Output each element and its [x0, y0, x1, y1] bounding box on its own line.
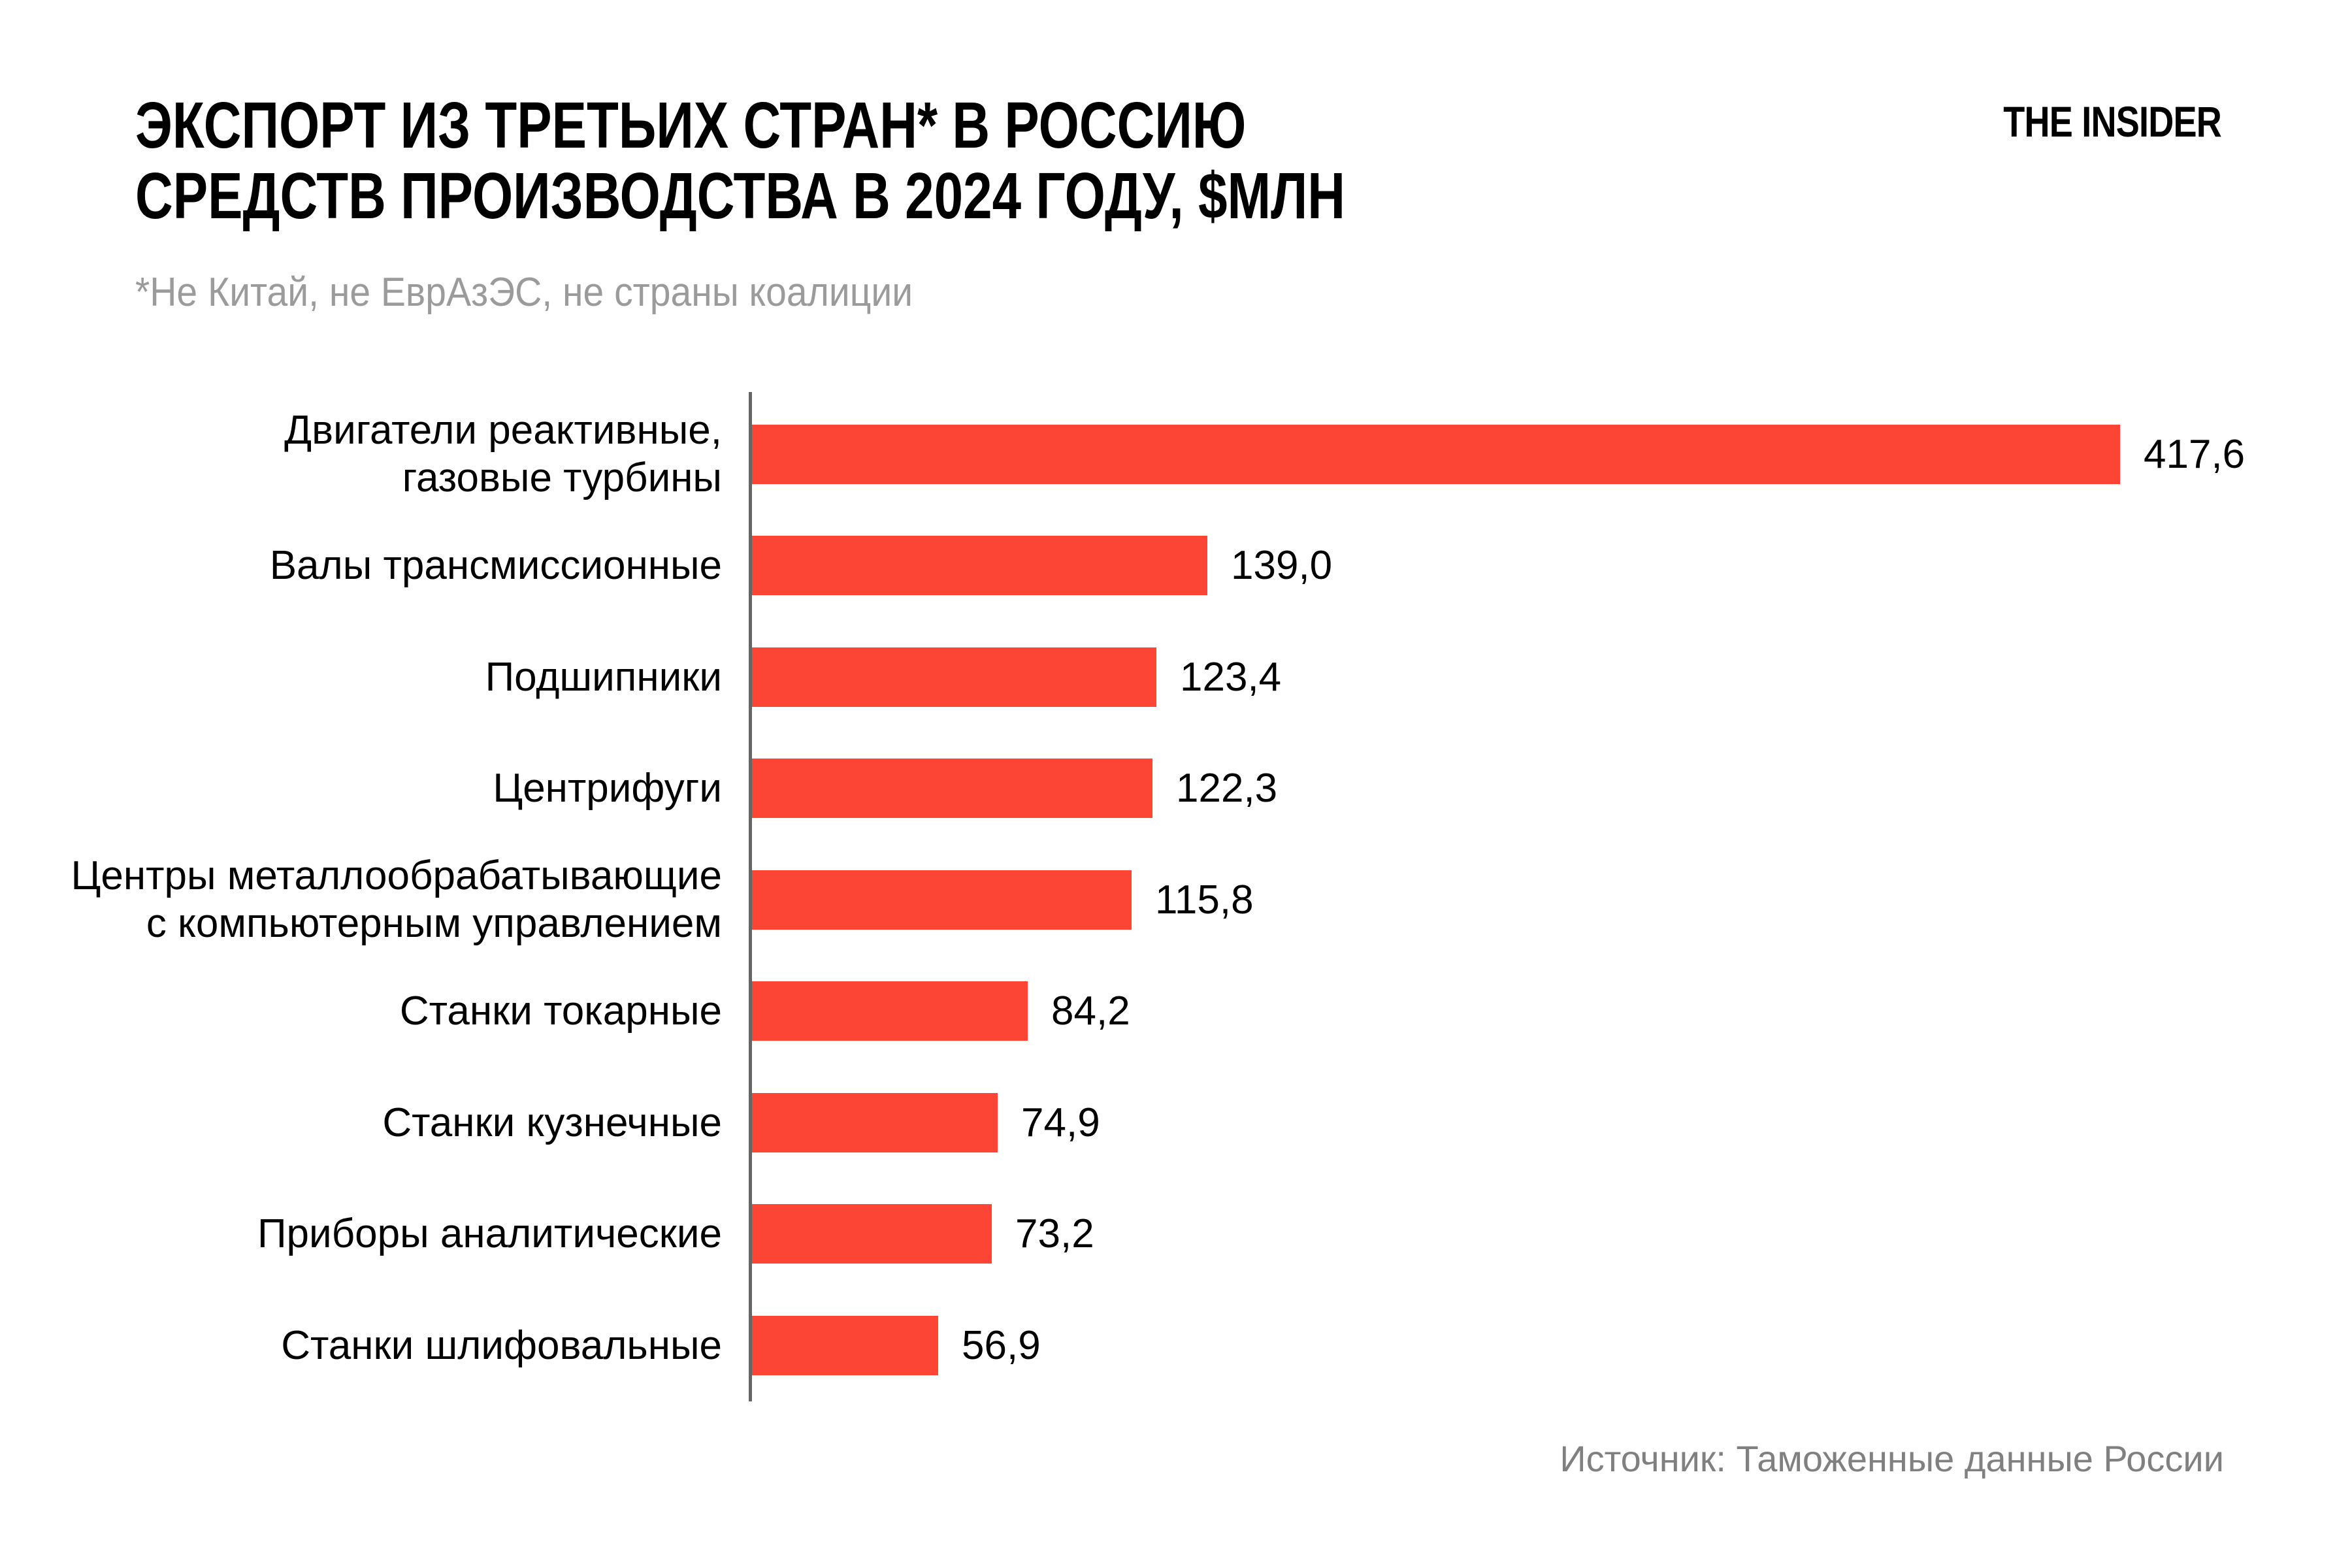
bar [752, 536, 1207, 596]
the-insider-logo: THE INSIDER [2003, 97, 2222, 146]
y-axis-line [749, 392, 752, 1401]
bar-label-line: Двигатели реактивные, [284, 408, 722, 453]
bar-label: Валы трансмиссионные [0, 542, 722, 589]
bar-value: 417,6 [2144, 431, 2246, 477]
bar-row: Центры металлообрабатывающие с компьютерн… [0, 844, 2352, 956]
bar-label-line: с компьютерным управлением [146, 901, 722, 947]
bar-label-line: Подшипники [485, 654, 722, 700]
bar-value: 122,3 [1176, 766, 1278, 811]
bar-value: 139,0 [1231, 543, 1333, 589]
bar-label: Центры металлообрабатывающие с компьютерн… [0, 852, 722, 947]
bar-label: Приборы аналитические [0, 1210, 722, 1258]
bar-label-line: Станки шлифовальные [281, 1322, 722, 1368]
bar-value: 73,2 [1015, 1211, 1094, 1257]
bar-value: 123,4 [1180, 654, 1282, 700]
bar-row: Станки кузнечные 74,9 [0, 1067, 2352, 1179]
chart-title-line2: СРЕДСТВ ПРОИЗВОДСТВА В 2024 ГОДУ, $МЛН [135, 159, 1346, 233]
bar [752, 1315, 938, 1375]
bar [752, 981, 1028, 1041]
bar-label: Станки шлифовальные [0, 1322, 722, 1369]
bar-value: 84,2 [1051, 988, 1130, 1034]
bar-label: Станки кузнечные [0, 1099, 722, 1147]
bar-label-line: Станки токарные [399, 988, 722, 1034]
bar-label-line: газовые турбины [402, 455, 722, 501]
bar-row: Станки шлифовальные 56,9 [0, 1290, 2352, 1401]
chart-footnote: *Не Китай, не ЕврАзЭС, не страны коалици… [135, 270, 913, 315]
bar-label-line: Приборы аналитические [257, 1211, 722, 1257]
bar-label-line: Станки кузнечные [382, 1100, 722, 1145]
bar-value: 115,8 [1155, 877, 1254, 923]
bar-label-line: Валы трансмиссионные [269, 543, 722, 589]
bar [752, 424, 2120, 484]
bar-label: Станки токарные [0, 987, 722, 1035]
bar-row: Подшипники 123,4 [0, 621, 2352, 733]
bar [752, 870, 1132, 930]
source-credit: Источник: Таможенные данные России [1560, 1438, 2224, 1479]
bar-row: Двигатели реактивные, газовые турбины 417,… [0, 399, 2352, 510]
chart-title-line1: ЭКСПОРТ ИЗ ТРЕТЬИХ СТРАН* В РОССИЮ [135, 89, 1247, 162]
bar-label: Двигатели реактивные, газовые турбины [0, 406, 722, 502]
bar-label-line: Центрифуги [493, 766, 722, 811]
bar-chart: Двигатели реактивные, газовые турбины 417,… [0, 399, 2352, 1401]
bar [752, 1092, 998, 1152]
bar-label-line: Центры металлообрабатывающие [71, 853, 722, 899]
chart-title: ЭКСПОРТ ИЗ ТРЕТЬИХ СТРАН* В РОССИЮ СРЕДС… [135, 90, 1345, 231]
bar-row: Станки токарные 84,2 [0, 956, 2352, 1068]
bar [752, 759, 1152, 819]
bar-row: Центрифуги 122,3 [0, 733, 2352, 845]
bar [752, 1204, 992, 1264]
bar-row: Валы трансмиссионные 139,0 [0, 510, 2352, 622]
bar-label: Центрифуги [0, 764, 722, 812]
bar-row: Приборы аналитические 73,2 [0, 1179, 2352, 1290]
bar-value: 56,9 [962, 1322, 1041, 1368]
bar-value: 74,9 [1021, 1100, 1100, 1145]
bar-label: Подшипники [0, 653, 722, 701]
bar [752, 647, 1156, 707]
